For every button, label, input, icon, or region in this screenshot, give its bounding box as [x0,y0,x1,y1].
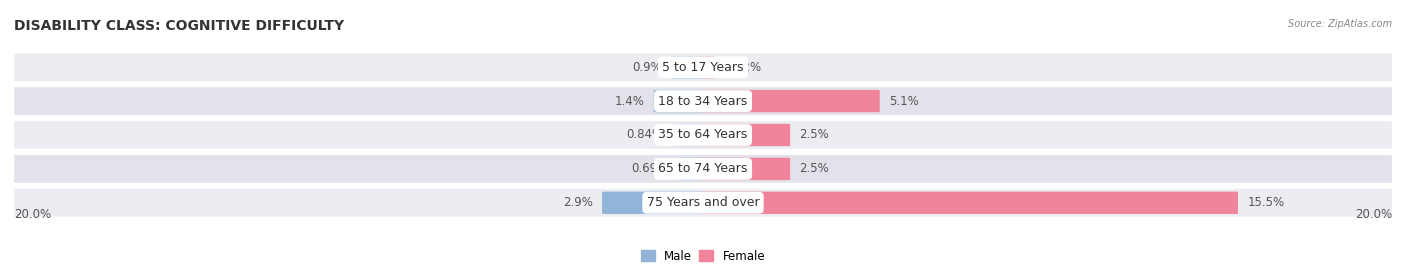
FancyBboxPatch shape [14,189,1392,217]
FancyBboxPatch shape [14,87,1392,115]
FancyBboxPatch shape [702,124,790,146]
Text: 20.0%: 20.0% [1355,208,1392,221]
Text: 5 to 17 Years: 5 to 17 Years [662,61,744,74]
FancyBboxPatch shape [673,124,704,146]
Text: 2.9%: 2.9% [562,196,593,209]
Text: 35 to 64 Years: 35 to 64 Years [658,129,748,141]
Text: 0.84%: 0.84% [627,129,664,141]
FancyBboxPatch shape [14,121,1392,149]
FancyBboxPatch shape [702,56,716,78]
FancyBboxPatch shape [702,158,790,180]
Text: 2.5%: 2.5% [800,129,830,141]
Text: Source: ZipAtlas.com: Source: ZipAtlas.com [1288,19,1392,29]
Text: 18 to 34 Years: 18 to 34 Years [658,94,748,108]
Text: 15.5%: 15.5% [1247,196,1285,209]
Text: 0.9%: 0.9% [631,61,662,74]
FancyBboxPatch shape [678,158,704,180]
Text: 2.5%: 2.5% [800,162,830,176]
Text: 5.1%: 5.1% [889,94,918,108]
Text: DISABILITY CLASS: COGNITIVE DIFFICULTY: DISABILITY CLASS: COGNITIVE DIFFICULTY [14,19,344,33]
FancyBboxPatch shape [671,56,704,78]
Text: 1.4%: 1.4% [614,94,644,108]
FancyBboxPatch shape [702,90,880,112]
Text: 20.0%: 20.0% [14,208,51,221]
FancyBboxPatch shape [14,53,1392,81]
Text: 65 to 74 Years: 65 to 74 Years [658,162,748,176]
FancyBboxPatch shape [14,155,1392,183]
FancyBboxPatch shape [654,90,704,112]
FancyBboxPatch shape [702,192,1237,214]
Text: 0.69%: 0.69% [631,162,669,176]
Legend: Male, Female: Male, Female [636,245,770,267]
FancyBboxPatch shape [602,192,704,214]
Text: 75 Years and over: 75 Years and over [647,196,759,209]
Text: 0.32%: 0.32% [724,61,762,74]
